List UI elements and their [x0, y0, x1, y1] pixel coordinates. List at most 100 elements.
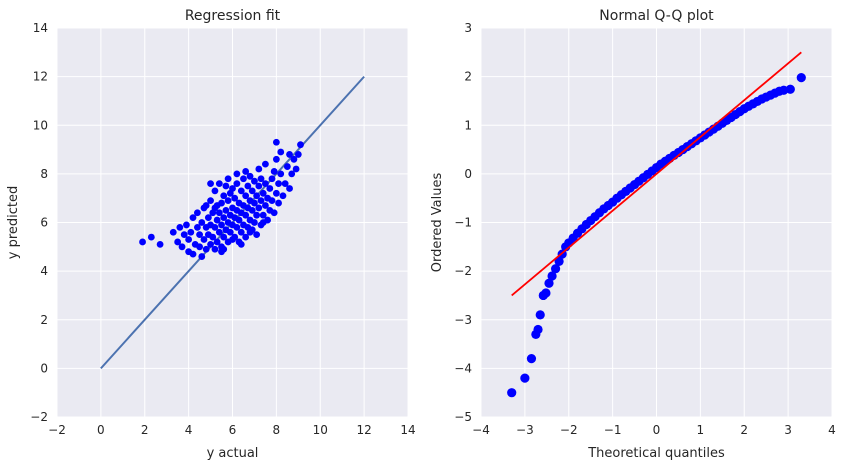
- data-point: [211, 245, 219, 253]
- data-point: [270, 168, 278, 175]
- data-point: [251, 219, 258, 226]
- data-point: [211, 204, 219, 212]
- x-tick-label: 4: [185, 423, 193, 437]
- data-point: [533, 324, 543, 335]
- y-tick-label: 2: [464, 70, 472, 84]
- data-point: [262, 202, 269, 209]
- data-point: [233, 170, 241, 178]
- data-point: [200, 236, 208, 243]
- x-axis-label: Theoretical quantiles: [587, 446, 725, 461]
- data-point: [215, 228, 223, 236]
- data-point: [233, 223, 241, 231]
- data-point: [196, 243, 203, 251]
- data-point: [281, 180, 289, 188]
- data-point: [541, 288, 551, 298]
- data-point: [194, 209, 201, 217]
- y-tick-label: 1: [464, 118, 472, 132]
- data-point: [189, 250, 197, 258]
- x-tick-label: −1: [604, 423, 622, 437]
- y-tick-label: 8: [40, 167, 48, 181]
- data-point: [207, 240, 214, 248]
- data-point: [178, 243, 186, 251]
- data-point: [229, 236, 236, 243]
- data-point: [147, 233, 155, 241]
- data-point: [272, 189, 280, 197]
- data-point: [215, 209, 223, 217]
- data-point: [255, 204, 263, 212]
- data-point: [253, 211, 261, 219]
- x-tick-label: 2: [740, 423, 748, 437]
- data-point: [262, 180, 269, 188]
- data-point: [526, 354, 537, 364]
- data-point: [202, 245, 210, 253]
- x-tick-label: 3: [784, 423, 792, 437]
- data-point: [290, 155, 298, 163]
- x-tick-label: −3: [516, 423, 534, 437]
- data-point: [224, 175, 232, 183]
- x-tick-label: −4: [472, 423, 490, 437]
- data-point: [262, 160, 269, 168]
- data-point: [218, 221, 225, 229]
- data-point: [248, 187, 256, 195]
- y-tick-label: 12: [33, 70, 48, 84]
- y-tick-label: −2: [30, 410, 48, 424]
- data-point: [251, 199, 258, 207]
- data-point: [183, 221, 190, 229]
- data-point: [222, 182, 230, 190]
- data-point: [202, 202, 210, 209]
- x-tick-label: −2: [48, 423, 66, 437]
- data-point: [544, 278, 554, 288]
- data-point: [268, 175, 276, 183]
- data-point: [189, 214, 197, 222]
- data-point: [196, 231, 203, 239]
- y-tick-label: −3: [454, 313, 472, 327]
- data-point: [286, 185, 293, 192]
- data-point: [139, 238, 146, 246]
- data-point: [255, 182, 263, 190]
- data-point: [229, 185, 236, 192]
- data-point: [242, 233, 250, 241]
- data-point: [220, 214, 228, 222]
- data-point: [283, 163, 291, 170]
- data-point: [198, 253, 206, 260]
- y-tick-label: −4: [454, 361, 472, 375]
- y-tick-label: 6: [40, 216, 48, 230]
- data-point: [554, 256, 564, 266]
- y-tick-label: 14: [33, 21, 48, 35]
- data-point: [272, 138, 280, 146]
- x-tick-label: 2: [141, 423, 149, 437]
- data-point: [251, 177, 258, 185]
- data-point: [270, 209, 278, 217]
- data-point: [288, 170, 296, 178]
- y-tick-label: 2: [40, 313, 48, 327]
- data-point: [211, 187, 219, 195]
- y-tick-label: −2: [454, 264, 472, 278]
- data-point: [277, 170, 285, 178]
- chart-title: Normal Q-Q plot: [599, 8, 714, 24]
- data-point: [246, 172, 254, 180]
- x-tick-label: 14: [400, 423, 415, 437]
- data-point: [213, 216, 221, 224]
- data-point: [222, 206, 230, 214]
- data-point: [292, 165, 300, 173]
- data-point: [507, 388, 517, 398]
- data-point: [796, 72, 806, 83]
- x-tick-label: 8: [273, 423, 281, 437]
- x-tick-label: 0: [653, 423, 661, 437]
- data-point: [535, 310, 545, 320]
- y-tick-label: −1: [454, 216, 472, 230]
- fit-line: [511, 51, 802, 297]
- y-tick-label: 4: [40, 264, 48, 278]
- data-point: [207, 197, 214, 205]
- data-point: [547, 271, 557, 281]
- x-tick-label: 0: [97, 423, 105, 437]
- data-point: [257, 197, 265, 205]
- x-tick-label: 1: [697, 423, 705, 437]
- data-point: [785, 84, 795, 94]
- data-point: [220, 192, 228, 200]
- data-point: [237, 187, 245, 195]
- data-point: [268, 197, 276, 205]
- data-point: [242, 211, 250, 219]
- data-point: [226, 228, 234, 236]
